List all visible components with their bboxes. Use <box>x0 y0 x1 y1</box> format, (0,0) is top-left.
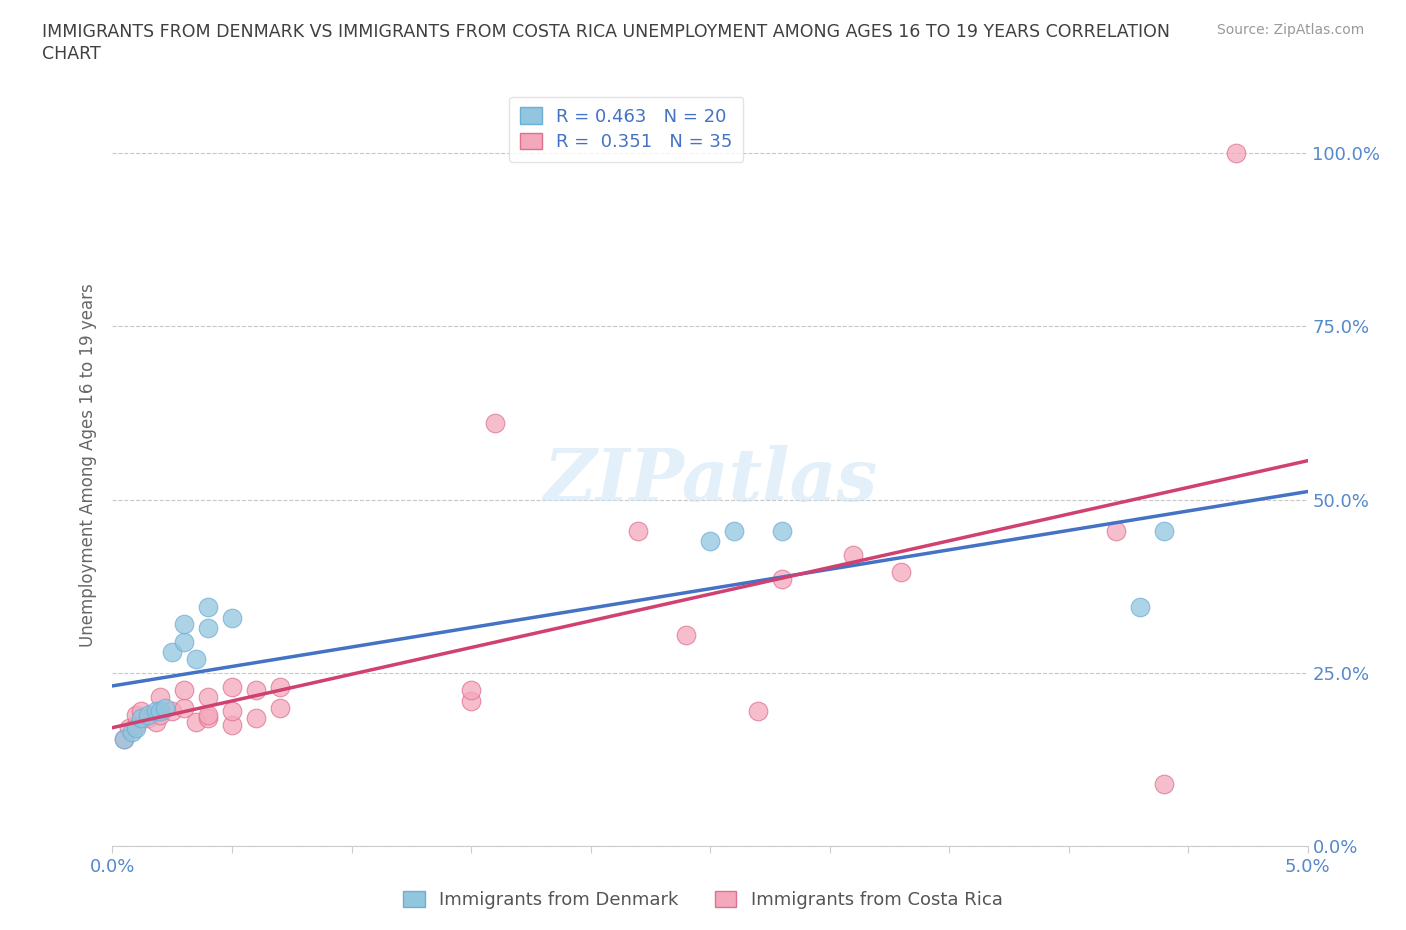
Point <box>186 714 208 729</box>
Point <box>129 711 152 725</box>
Point <box>186 652 208 667</box>
Point <box>162 704 183 719</box>
Point <box>675 628 697 643</box>
Point <box>138 711 160 725</box>
Point <box>221 680 243 695</box>
Point <box>484 416 506 431</box>
Point <box>145 704 167 719</box>
Point <box>221 610 243 625</box>
Point <box>747 704 769 719</box>
Point <box>842 548 865 563</box>
Point <box>460 683 482 698</box>
Point <box>269 680 291 695</box>
Point <box>118 721 141 736</box>
Point <box>197 711 219 725</box>
Point <box>125 721 148 736</box>
Text: Source: ZipAtlas.com: Source: ZipAtlas.com <box>1216 23 1364 37</box>
Point <box>145 714 167 729</box>
Legend: R = 0.463   N = 20, R =  0.351   N = 35: R = 0.463 N = 20, R = 0.351 N = 35 <box>509 97 744 162</box>
Legend: Immigrants from Denmark, Immigrants from Costa Rica: Immigrants from Denmark, Immigrants from… <box>396 884 1010 916</box>
Point <box>149 704 172 719</box>
Point <box>197 600 219 615</box>
Point <box>221 718 243 733</box>
Point <box>1153 777 1175 791</box>
Text: ZIPatlas: ZIPatlas <box>543 445 877 516</box>
Text: IMMIGRANTS FROM DENMARK VS IMMIGRANTS FROM COSTA RICA UNEMPLOYMENT AMONG AGES 16: IMMIGRANTS FROM DENMARK VS IMMIGRANTS FR… <box>42 23 1170 41</box>
Point <box>149 707 172 722</box>
Point <box>1105 524 1128 538</box>
Point <box>173 634 195 649</box>
Point <box>138 707 160 722</box>
Point <box>173 700 195 715</box>
Point <box>129 704 152 719</box>
Point <box>245 711 267 725</box>
Point <box>627 524 650 538</box>
Point <box>149 690 172 705</box>
Point <box>1153 524 1175 538</box>
Point <box>770 572 793 587</box>
Point <box>699 534 721 549</box>
Point <box>460 693 482 708</box>
Point <box>125 718 148 733</box>
Point <box>770 524 793 538</box>
Point <box>162 644 183 659</box>
Point <box>1129 600 1152 615</box>
Y-axis label: Unemployment Among Ages 16 to 19 years: Unemployment Among Ages 16 to 19 years <box>79 283 97 647</box>
Point <box>1225 146 1247 161</box>
Point <box>890 565 912 580</box>
Point <box>121 724 143 739</box>
Point <box>125 707 148 722</box>
Point <box>114 731 135 746</box>
Point <box>197 620 219 635</box>
Point <box>197 707 219 722</box>
Point <box>173 617 195 631</box>
Point <box>723 524 745 538</box>
Point <box>153 700 176 715</box>
Point <box>114 731 135 746</box>
Point <box>245 683 267 698</box>
Text: CHART: CHART <box>42 45 101 62</box>
Point <box>221 704 243 719</box>
Point <box>173 683 195 698</box>
Point <box>197 690 219 705</box>
Point <box>269 700 291 715</box>
